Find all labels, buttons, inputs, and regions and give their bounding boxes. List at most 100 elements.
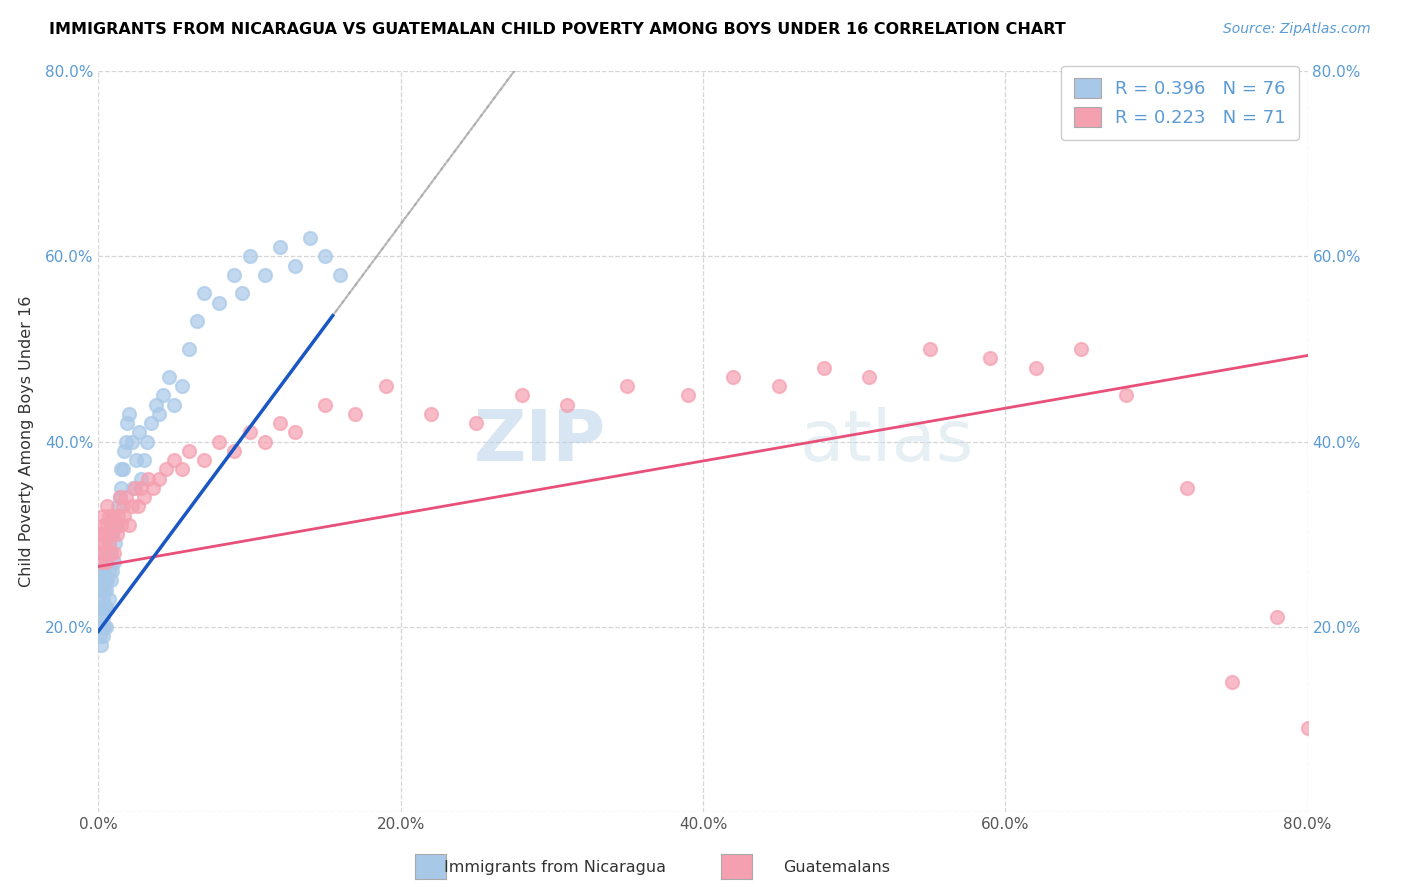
Point — [121, 434, 143, 449]
Point — [115, 416, 138, 430]
Point — [616, 379, 638, 393]
Point — [329, 268, 352, 282]
Point — [114, 434, 136, 449]
Point — [103, 545, 125, 560]
Point — [96, 517, 118, 532]
Point — [110, 517, 132, 532]
Point — [269, 240, 291, 254]
Point — [142, 481, 165, 495]
Point — [110, 481, 132, 495]
Text: atlas: atlas — [800, 407, 974, 476]
Point — [148, 407, 170, 421]
Point — [93, 564, 115, 578]
Point — [93, 582, 115, 597]
Point — [155, 462, 177, 476]
Point — [101, 527, 124, 541]
Point — [89, 527, 111, 541]
Point — [91, 564, 114, 578]
Point — [141, 416, 163, 430]
Point — [163, 453, 186, 467]
Point — [91, 582, 114, 597]
Point — [100, 545, 122, 560]
Point — [128, 425, 150, 440]
Point — [103, 508, 125, 523]
Point — [98, 536, 121, 550]
Point — [93, 517, 115, 532]
Point — [163, 398, 186, 412]
Point — [159, 369, 181, 384]
Point — [91, 574, 114, 588]
Point — [314, 250, 336, 264]
Point — [152, 388, 174, 402]
Point — [94, 574, 117, 588]
Point — [89, 610, 111, 624]
Point — [1024, 360, 1046, 375]
Point — [91, 591, 114, 606]
Point — [813, 360, 835, 375]
Point — [96, 601, 118, 615]
Point — [1070, 342, 1092, 356]
Point — [374, 379, 396, 393]
Point — [93, 619, 115, 633]
Point — [135, 434, 157, 449]
Point — [124, 481, 146, 495]
Point — [918, 342, 941, 356]
Point — [110, 462, 132, 476]
Point — [208, 295, 231, 310]
Point — [104, 536, 127, 550]
Point — [90, 591, 112, 606]
Point — [314, 398, 336, 412]
Point — [100, 574, 122, 588]
Point — [193, 453, 215, 467]
Point — [90, 601, 112, 615]
Point — [127, 500, 149, 514]
Point — [101, 527, 124, 541]
Point — [129, 481, 152, 495]
Text: Source: ZipAtlas.com: Source: ZipAtlas.com — [1223, 22, 1371, 37]
Point — [108, 490, 131, 504]
Point — [112, 508, 135, 523]
Point — [98, 591, 121, 606]
Point — [253, 268, 276, 282]
Point — [96, 500, 118, 514]
Point — [253, 434, 276, 449]
Text: Immigrants from Nicaragua: Immigrants from Nicaragua — [444, 860, 666, 874]
Point — [91, 610, 114, 624]
Point — [118, 517, 141, 532]
Point — [132, 490, 155, 504]
Point — [98, 536, 121, 550]
Point — [111, 500, 134, 514]
Point — [101, 508, 124, 523]
Point — [114, 490, 136, 504]
Point — [90, 564, 112, 578]
Point — [90, 638, 112, 652]
Point — [145, 398, 167, 412]
Point — [90, 619, 112, 633]
Point — [129, 472, 152, 486]
Point — [231, 286, 253, 301]
Point — [90, 536, 112, 550]
Point — [91, 545, 114, 560]
Point — [170, 379, 193, 393]
Point — [105, 527, 128, 541]
Point — [91, 601, 114, 615]
Point — [1267, 610, 1289, 624]
Point — [89, 629, 111, 643]
Point — [136, 472, 159, 486]
Point — [91, 508, 114, 523]
Point — [104, 517, 127, 532]
Point — [90, 555, 112, 569]
Point — [108, 490, 131, 504]
Point — [94, 555, 117, 569]
Point — [94, 619, 117, 633]
Point — [94, 555, 117, 569]
Point — [93, 601, 115, 615]
Point — [94, 527, 117, 541]
Point — [420, 407, 443, 421]
Point — [89, 545, 111, 560]
Point — [465, 416, 488, 430]
Point — [132, 453, 155, 467]
Point — [91, 527, 114, 541]
Point — [122, 481, 145, 495]
Point — [107, 500, 129, 514]
